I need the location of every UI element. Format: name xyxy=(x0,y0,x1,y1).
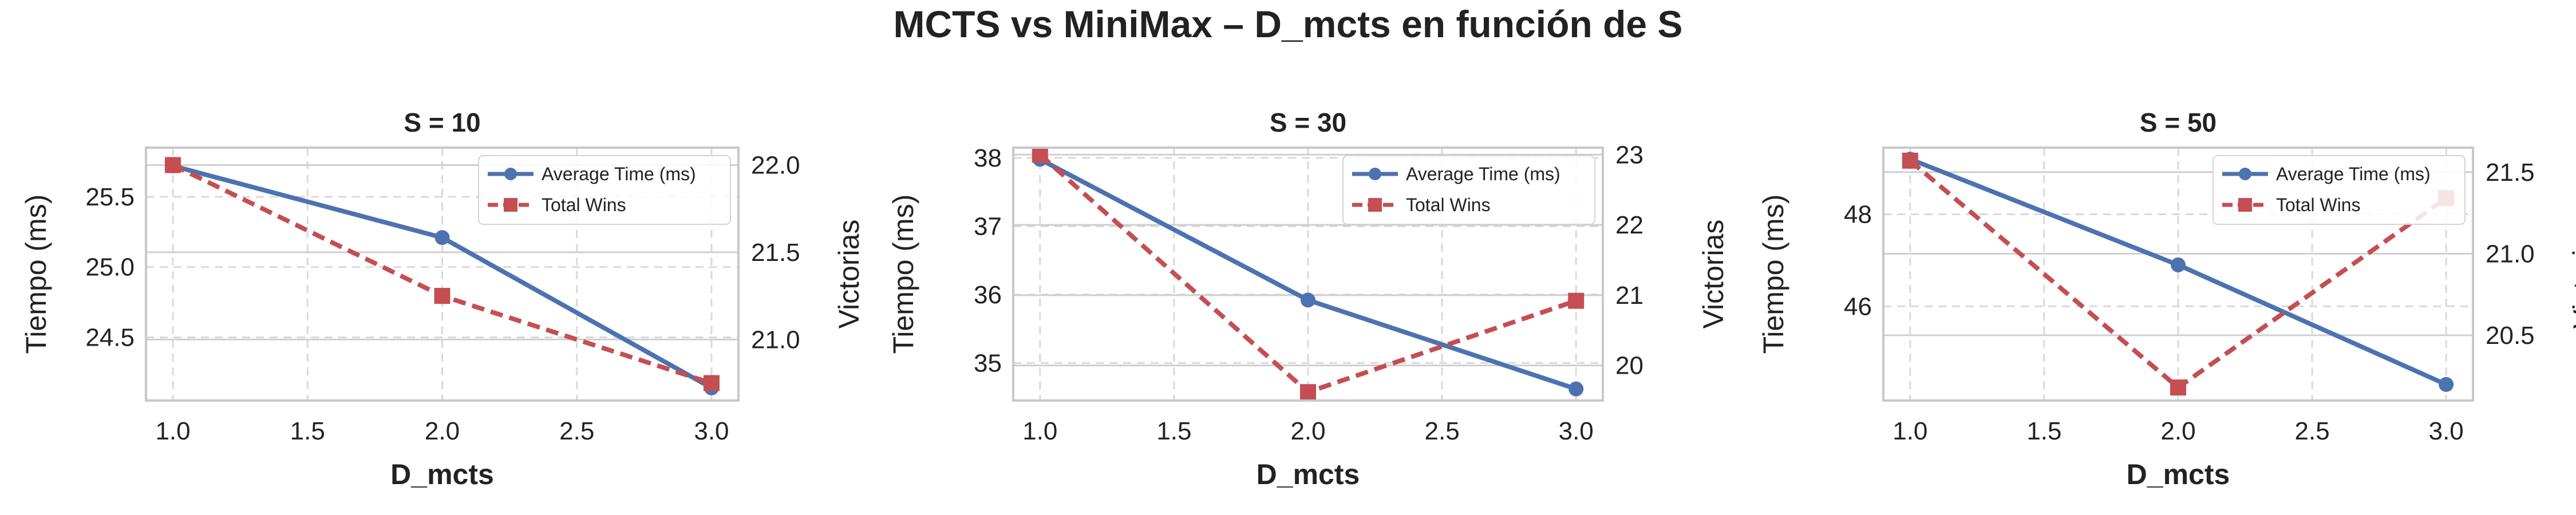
legend-marker xyxy=(1369,168,1381,180)
x-tick-label: 1.0 xyxy=(1893,417,1927,445)
y-right-tick-label: 21 xyxy=(1615,282,1643,310)
y-left-tick-label: 46 xyxy=(1844,292,1872,320)
wins-point xyxy=(1902,152,1918,169)
y-right-tick-label: 23 xyxy=(1615,141,1643,169)
y-left-axis-label: Tiempo (ms) xyxy=(1757,195,1789,354)
y-right-axis-label: Victorias xyxy=(833,220,865,329)
subplot-s10: 1.0 1.5 2.0 2.5 3.0 24.5 25.0 25.5 21.0 21.5 22.0 S… xyxy=(20,108,865,490)
y-left-tick-label: 36 xyxy=(974,281,1002,309)
wins-point xyxy=(165,157,181,173)
time-point xyxy=(1568,381,1584,397)
x-tick-label: 3.0 xyxy=(2429,417,2464,445)
legend-label: Total Wins xyxy=(2276,195,2361,215)
y-right-tick-label: 21.0 xyxy=(2486,240,2535,268)
legend-marker xyxy=(2239,168,2251,180)
subplot-s50: 1.0 1.5 2.0 2.5 3.0 46 48 20.5 21.0 21.5 S = 50 D_m… xyxy=(1757,108,2576,490)
x-tick-label: 1.5 xyxy=(290,417,325,445)
y-left-axis-label: Tiempo (ms) xyxy=(20,195,52,354)
legend-label: Total Wins xyxy=(1406,195,1491,215)
y-left-tick-label: 37 xyxy=(974,212,1002,240)
legend-marker xyxy=(504,198,517,212)
x-tick-label: 2.5 xyxy=(2295,417,2330,445)
subplot-title: S = 30 xyxy=(1270,108,1346,137)
x-tick-label: 1.5 xyxy=(1156,417,1191,445)
y-right-axis-label: Victorias xyxy=(1697,220,1729,329)
wins-point xyxy=(434,288,451,304)
legend-marker xyxy=(1368,198,1382,212)
legend-label: Total Wins xyxy=(542,195,626,215)
legend-marker xyxy=(2238,198,2252,212)
legend-label: Average Time (ms) xyxy=(1406,164,1560,184)
x-tick-label: 2.5 xyxy=(1425,417,1460,445)
y-right-tick-label: 21.5 xyxy=(751,239,800,267)
time-point xyxy=(434,230,450,245)
legend-marker xyxy=(504,168,517,180)
time-point xyxy=(2171,257,2186,272)
x-tick-label: 2.0 xyxy=(2160,417,2195,445)
y-left-tick-label: 25.5 xyxy=(85,183,135,211)
wins-point xyxy=(1568,292,1585,309)
subplot-title: S = 10 xyxy=(404,108,480,137)
plot-frame xyxy=(1012,146,1604,402)
legend-box xyxy=(1342,155,1595,225)
y-right-axis-label: Victorias xyxy=(2567,220,2576,329)
y-left-tick-label: 25.0 xyxy=(85,253,135,282)
legend-label: Average Time (ms) xyxy=(542,164,696,184)
x-axis-label: D_mcts xyxy=(1257,458,1360,490)
y-left-tick-label: 48 xyxy=(1844,201,1872,229)
x-tick-label: 2.0 xyxy=(1290,417,1325,445)
y-right-tick-label: 22.0 xyxy=(751,151,800,179)
y-left-tick-label: 38 xyxy=(974,144,1002,172)
x-tick-label: 3.0 xyxy=(1559,417,1594,445)
wins-point xyxy=(1300,384,1316,401)
x-tick-label: 2.0 xyxy=(425,417,460,445)
wins-point xyxy=(2170,379,2186,396)
y-right-tick-label: 20.5 xyxy=(2486,322,2535,350)
x-tick-label: 1.0 xyxy=(155,417,190,445)
x-tick-label: 2.5 xyxy=(559,417,594,445)
y-right-tick-label: 21.5 xyxy=(2486,159,2535,187)
legend-label: Average Time (ms) xyxy=(2276,164,2431,184)
plot-frame xyxy=(1882,146,2474,402)
subplot-s30: 1.0 1.5 2.0 2.5 3.0 35 36 37 38 20 21 22 23 S = 30 D_m… xyxy=(887,108,1729,490)
x-axis-label: D_mcts xyxy=(390,458,494,490)
y-left-tick-label: 24.5 xyxy=(85,324,135,352)
x-axis-label: D_mcts xyxy=(2127,458,2230,490)
time-point xyxy=(1301,292,1315,308)
x-tick-label: 3.0 xyxy=(694,417,729,445)
figure-title: MCTS vs MiniMax – D_mcts en función de S xyxy=(893,3,1683,45)
y-left-axis-label: Tiempo (ms) xyxy=(887,195,919,354)
wins-point xyxy=(703,375,720,391)
y-right-tick-label: 22 xyxy=(1615,211,1643,239)
y-left-tick-label: 35 xyxy=(974,349,1002,377)
x-tick-label: 1.5 xyxy=(2026,417,2061,445)
wins-point xyxy=(1032,146,1048,163)
legend-box xyxy=(2212,155,2466,225)
time-point xyxy=(2439,377,2454,392)
plot-frame xyxy=(145,146,740,402)
legend-box xyxy=(478,155,731,225)
subplot-title: S = 50 xyxy=(2140,108,2217,137)
x-tick-label: 1.0 xyxy=(1022,417,1057,445)
y-right-tick-label: 21.0 xyxy=(751,326,800,354)
y-right-tick-label: 20 xyxy=(1615,352,1643,380)
